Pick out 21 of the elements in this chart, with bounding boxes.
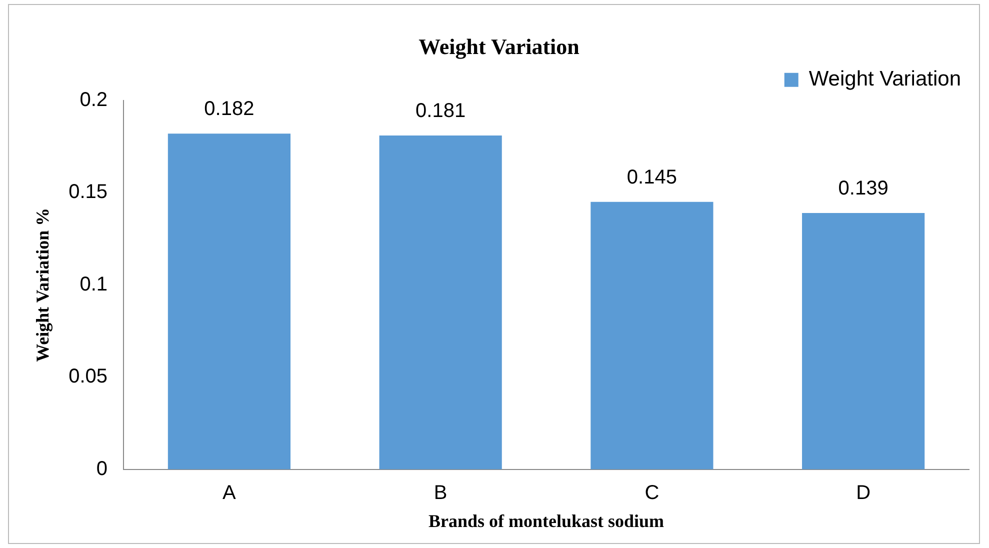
data-label: 0.145 xyxy=(626,166,677,188)
data-label: 0.139 xyxy=(838,177,888,200)
y-tick-label: 0 xyxy=(96,458,108,480)
y-tick-label: 0.15 xyxy=(68,181,108,204)
y-tick-label: 0.05 xyxy=(68,366,108,388)
x-tick-label: A xyxy=(222,482,237,504)
bar xyxy=(168,134,291,470)
x-tick-label: B xyxy=(434,482,448,504)
y-tick-label: 0.1 xyxy=(80,273,108,296)
x-tick-label: C xyxy=(644,482,660,504)
x-axis-title: Brands of montelukast sodium xyxy=(428,510,664,531)
bar xyxy=(379,135,502,470)
bar xyxy=(590,202,714,470)
data-label: 0.181 xyxy=(416,100,466,122)
chart-title: Weight Variation xyxy=(418,34,580,59)
bar xyxy=(802,212,925,470)
data-label: 0.182 xyxy=(204,98,254,120)
y-axis-title: Weight Variation % xyxy=(32,208,52,362)
legend-label: Weight Variation xyxy=(808,68,962,91)
x-tick-label: D xyxy=(856,482,871,504)
y-tick-label: 0.2 xyxy=(80,88,108,111)
